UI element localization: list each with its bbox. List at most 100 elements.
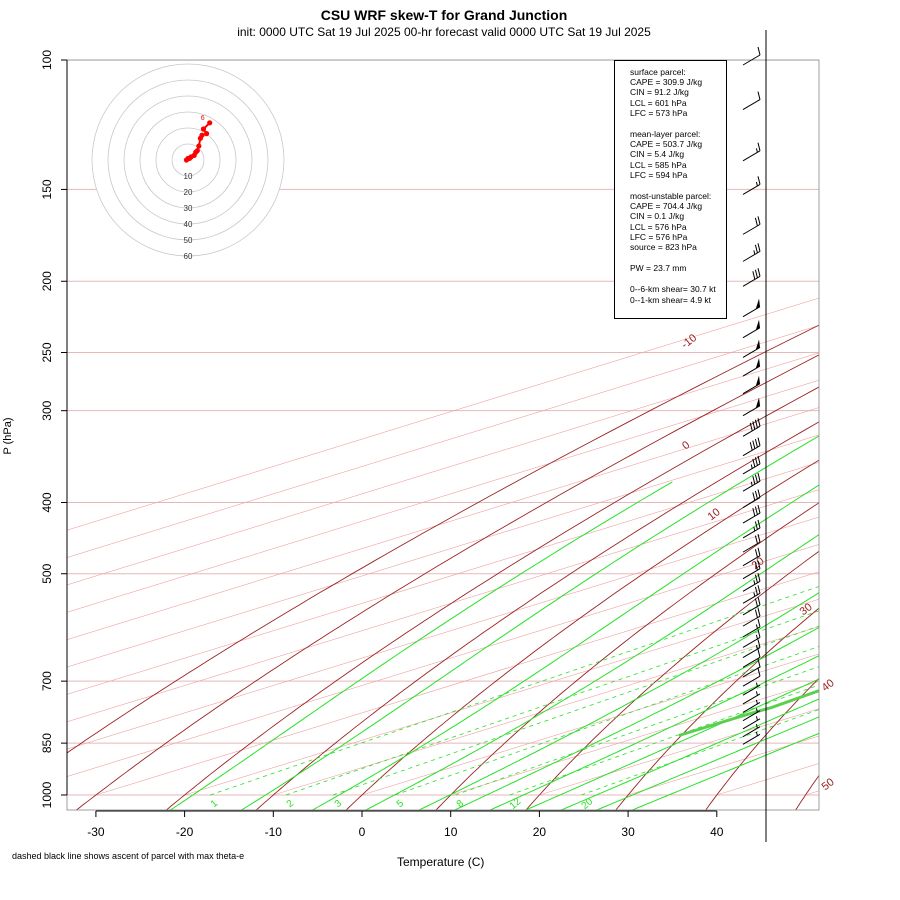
- mixing-ratio-line: [581, 709, 819, 796]
- moist-adiabat-line: [489, 655, 819, 810]
- wind-barb-full: [757, 639, 761, 648]
- dry-adiabat-line: [525, 550, 819, 810]
- wind-barb-half: [755, 691, 758, 696]
- wind-barb-full: [757, 560, 761, 569]
- info-line: source = 823 hPa: [630, 242, 697, 253]
- wind-barb-flag: [755, 339, 760, 351]
- wind-barb-full: [757, 607, 761, 617]
- wind-barb: [742, 607, 761, 627]
- wind-barb: [742, 455, 761, 475]
- mixing-ratio-label: 1: [209, 798, 221, 810]
- mixing-ratio-label: 2: [285, 798, 297, 810]
- info-line: LFC = 576 hPa: [630, 231, 688, 242]
- moist-adiabat-line: [524, 678, 819, 810]
- dry-adiabat-line: [255, 421, 819, 810]
- hodograph-point: [207, 120, 213, 126]
- wind-barb-shaft: [742, 710, 761, 722]
- dry-adiabat-line: [165, 386, 819, 810]
- wind-barb-shaft: [742, 555, 761, 567]
- info-line: CIN = 5.4 J/kg: [630, 149, 685, 160]
- info-line: mean-layer parcel:: [630, 129, 701, 140]
- wind-barb-full: [757, 573, 761, 582]
- moist-adiabat-line: [240, 435, 819, 810]
- moist-adiabat-line: [169, 481, 673, 810]
- temperature-tick-label: -10: [265, 825, 283, 839]
- wind-barb-shaft: [742, 425, 761, 437]
- precipitable-water-block: PW = 23.7 mm: [630, 263, 726, 273]
- wind-barb-full: [757, 519, 761, 529]
- pressure-tick-label: 850: [40, 733, 54, 753]
- wind-barb-full: [757, 596, 761, 606]
- wind-barb-full: [757, 91, 761, 100]
- y-axis-label: P (hPa): [2, 417, 14, 455]
- wind-barb-half: [753, 526, 756, 532]
- wind-barb-shaft: [742, 592, 761, 604]
- wind-barb: [742, 560, 761, 580]
- hodograph-ring-label: 10: [184, 172, 193, 181]
- wind-barb: [742, 596, 761, 616]
- dry-adiabat-label: 50: [820, 776, 837, 793]
- info-line: 0--6-km shear= 30.7 kt: [630, 284, 716, 295]
- info-line: CAPE = 309.9 J/kg: [630, 77, 703, 88]
- wind-barb: [742, 142, 761, 162]
- temperature-tick-label: 30: [621, 825, 635, 839]
- mixing-ratio-line: [509, 684, 819, 796]
- x-axis-label: Temperature (C): [397, 855, 485, 869]
- wind-barb: [742, 585, 761, 604]
- info-line: CIN = 0.1 J/kg: [630, 211, 685, 222]
- dry-adiabat-line: [435, 502, 819, 810]
- wind-barb: [742, 319, 761, 339]
- wind-barb-full: [754, 457, 758, 466]
- wind-barb-shaft: [742, 733, 761, 745]
- wind-barb-shaft: [742, 684, 761, 696]
- dry-adiabat-line: [67, 324, 819, 754]
- isotherm-line: [184, 598, 819, 796]
- isotherm-line: [67, 297, 819, 531]
- wind-barb-shaft: [742, 527, 761, 539]
- wind-barb-half: [755, 699, 758, 705]
- info-line: CAPE = 503.7 J/kg: [630, 139, 703, 150]
- wind-barb-full: [754, 549, 758, 558]
- temperature-tick-label: 40: [710, 825, 724, 839]
- wind-barb-shaft: [742, 580, 761, 592]
- wind-barb: [742, 418, 761, 437]
- wind-barb: [742, 534, 761, 553]
- wind-barb-full: [757, 46, 761, 56]
- wind-barb-half: [755, 148, 758, 153]
- parcel-footnote: dashed black line shows ascent of parcel…: [12, 851, 245, 861]
- wind-barb: [742, 691, 761, 705]
- wind-barb: [742, 46, 761, 66]
- wind-barb-shaft: [742, 626, 761, 638]
- wind-barb-half: [755, 624, 758, 629]
- dry-adiabat-line: [885, 60, 900, 811]
- moist-adiabat-line: [631, 732, 819, 810]
- temperature-tick-label: -30: [87, 825, 105, 839]
- wind-barb-full: [757, 618, 761, 628]
- wind-barb-full: [754, 490, 758, 500]
- wind-barb-full: [757, 534, 761, 543]
- wind-barb-shaft: [742, 701, 761, 713]
- wind-barb-flag: [755, 358, 760, 369]
- wind-barb: [742, 639, 761, 658]
- wind-barb-shaft: [742, 327, 761, 339]
- wind-barb-full: [754, 586, 758, 595]
- wind-barb: [742, 699, 761, 713]
- hodograph-point: [199, 132, 205, 138]
- hodograph-point: [194, 148, 200, 154]
- shear-block: 0--6-km shear= 30.7 kt 0--1-km shear= 4.…: [630, 284, 726, 304]
- wind-barb: [742, 519, 761, 539]
- wind-barb-shaft: [742, 347, 761, 358]
- wind-barb-shaft: [742, 445, 761, 457]
- wind-barb-full: [754, 609, 758, 618]
- info-line: CIN = 91.2 J/kg: [630, 87, 689, 98]
- wind-barb-shaft: [742, 541, 761, 553]
- wind-barb-shaft: [742, 54, 761, 66]
- wind-barb-full: [752, 458, 756, 468]
- wind-barb-shaft: [742, 183, 761, 195]
- info-line: CAPE = 704.4 J/kg: [630, 201, 703, 212]
- wind-barb-shaft: [742, 99, 761, 111]
- mixing-ratio-label: 12: [508, 796, 524, 812]
- moist-adiabat-line: [311, 484, 819, 810]
- wind-barb: [742, 716, 761, 730]
